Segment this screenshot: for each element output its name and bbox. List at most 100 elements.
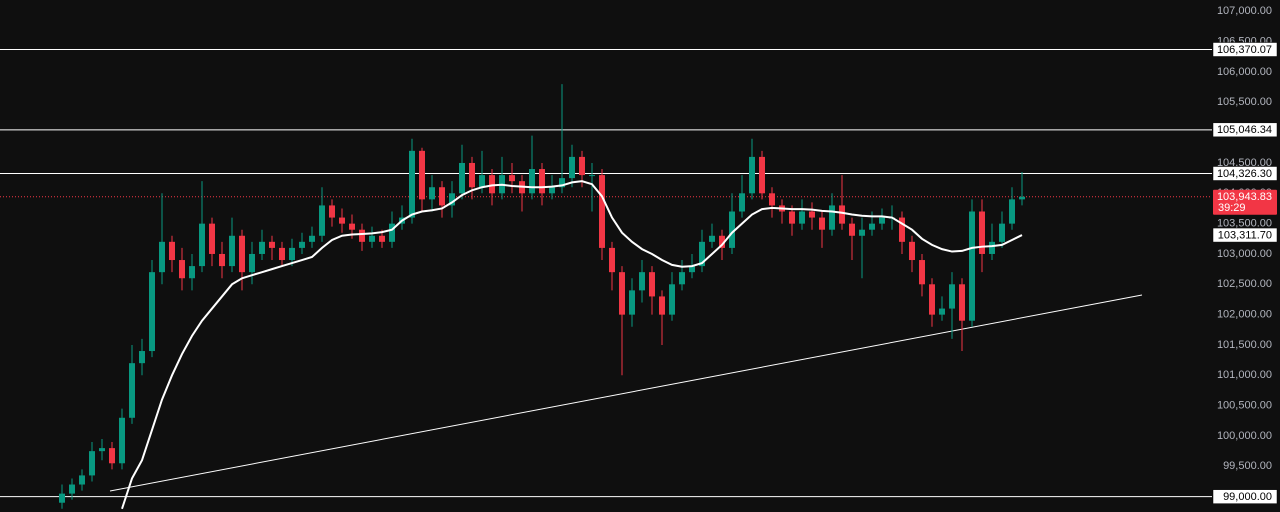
- candle-body: [509, 175, 515, 182]
- candle-body: [419, 150, 425, 200]
- level-label: 99,000.00: [1223, 491, 1272, 503]
- y-tick-label: 102,500.00: [1217, 278, 1272, 290]
- candle-body: [809, 211, 815, 218]
- candle-body: [929, 284, 935, 315]
- candle-body: [369, 235, 375, 242]
- candle-body: [89, 451, 95, 476]
- candle-body: [999, 223, 1005, 242]
- y-tick-label: 103,000.00: [1217, 248, 1272, 260]
- candle-body: [269, 241, 275, 248]
- candle-body: [139, 351, 145, 364]
- candle-body: [239, 235, 245, 273]
- candle-body: [569, 156, 575, 179]
- candle-body: [909, 241, 915, 261]
- level-label: 104,326.30: [1217, 168, 1272, 180]
- candle-body: [739, 193, 745, 212]
- candle-body: [939, 308, 945, 315]
- candle-body: [389, 223, 395, 242]
- candle-body: [769, 193, 775, 206]
- candle-body: [859, 229, 865, 236]
- candle-body: [129, 363, 135, 418]
- moving-average-box: [1212, 227, 1278, 243]
- candle-body: [209, 223, 215, 254]
- y-tick-label: 100,500.00: [1217, 400, 1272, 412]
- candle-body: [609, 247, 615, 273]
- candle-body: [649, 272, 655, 297]
- candle-body: [659, 296, 665, 315]
- candle-body: [59, 493, 65, 503]
- level-box: [1212, 42, 1278, 57]
- candle-body: [159, 241, 165, 273]
- candle-body: [689, 266, 695, 273]
- candle-body: [99, 448, 105, 452]
- y-tick-label: 99,500.00: [1223, 460, 1272, 472]
- y-tick-label: 102,000.00: [1217, 309, 1272, 321]
- candle-body: [819, 217, 825, 230]
- candle-body: [589, 175, 595, 177]
- candle-body: [309, 235, 315, 242]
- y-tick-label: 107,000.00: [1217, 5, 1272, 17]
- candle-body: [1019, 196, 1025, 200]
- current-price-label: 103,943.83: [1217, 191, 1272, 203]
- trendline: [109, 294, 1143, 492]
- y-tick-label: 100,000.00: [1217, 430, 1272, 442]
- candle-body: [849, 223, 855, 236]
- candle-body: [449, 193, 455, 206]
- level-box: [1212, 489, 1278, 504]
- candle-body: [189, 266, 195, 279]
- candle-body: [469, 162, 475, 188]
- level-box: [1212, 166, 1278, 181]
- candle-body: [749, 156, 755, 194]
- candle-body: [669, 284, 675, 315]
- candle-body: [969, 211, 975, 321]
- candle-body: [199, 223, 205, 267]
- candle-body: [949, 284, 955, 309]
- candle-body: [69, 484, 75, 494]
- candle-body: [639, 272, 645, 291]
- y-tick-label: 101,500.00: [1217, 339, 1272, 351]
- candle-body: [219, 253, 225, 267]
- candle-body: [539, 169, 545, 194]
- candle-body: [789, 211, 795, 224]
- candle-body: [899, 217, 905, 242]
- candle-body: [829, 205, 835, 230]
- y-tick-label: 105,500.00: [1217, 96, 1272, 108]
- candle-body: [759, 156, 765, 194]
- candle-body: [109, 448, 115, 464]
- candle-body: [709, 235, 715, 242]
- y-tick-label: 104,500.00: [1217, 157, 1272, 169]
- candle-body: [429, 187, 435, 200]
- candle-body: [799, 211, 805, 224]
- candle-body: [379, 235, 385, 242]
- candle-body: [409, 150, 415, 218]
- candle-body: [629, 290, 635, 315]
- moving-average-label: 103,311.70: [1218, 229, 1272, 241]
- candle-body: [479, 175, 485, 188]
- y-tick-label: 106,000.00: [1217, 66, 1272, 78]
- candle-body: [319, 205, 325, 236]
- candle-body: [719, 235, 725, 248]
- candle-body: [179, 260, 185, 279]
- candle-body: [339, 217, 345, 224]
- candle-body: [959, 284, 965, 321]
- candle-body: [279, 247, 285, 261]
- candle-body: [289, 247, 295, 261]
- y-tick-label: 103,500.00: [1217, 218, 1272, 230]
- level-box: [1212, 122, 1278, 138]
- candle-body: [919, 260, 925, 285]
- candle-body: [329, 205, 335, 218]
- candle-body: [869, 223, 875, 230]
- candle-body: [149, 272, 155, 352]
- candle-body: [729, 211, 735, 248]
- candle-body: [299, 241, 305, 248]
- moving-average-line: [121, 180, 1023, 510]
- current-price-box: [1213, 189, 1277, 215]
- candle-body: [459, 162, 465, 194]
- candle-body: [249, 253, 255, 273]
- candle-body: [979, 211, 985, 254]
- countdown-label: 39:29: [1218, 202, 1246, 214]
- candle-body: [1009, 199, 1015, 224]
